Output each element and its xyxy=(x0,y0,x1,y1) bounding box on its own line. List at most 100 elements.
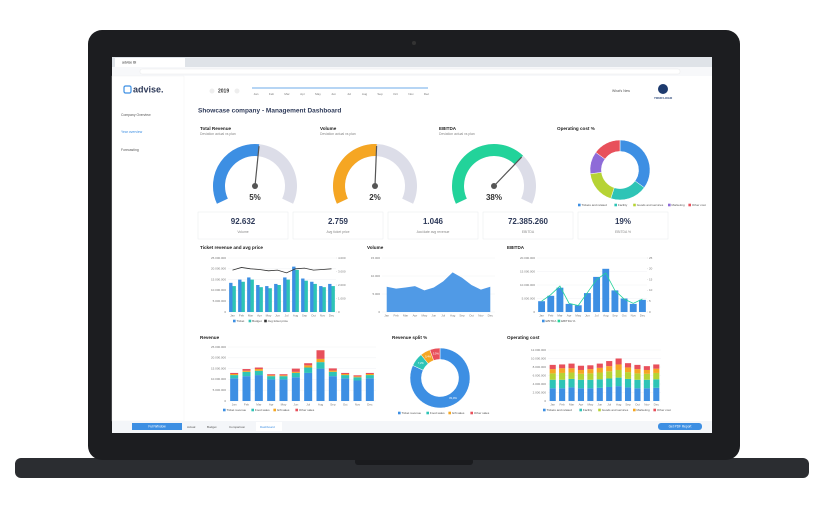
chart-title: EBITDA xyxy=(439,126,457,131)
bar-segment xyxy=(242,376,251,401)
bar xyxy=(265,286,269,312)
bar xyxy=(259,287,263,312)
bar-segment xyxy=(267,376,276,380)
bar-segment xyxy=(353,376,362,378)
x-tick-label: Dec xyxy=(329,313,335,317)
bar-segment xyxy=(254,370,263,376)
bar-segment xyxy=(304,363,313,366)
bar xyxy=(620,298,628,312)
x-tick-label: Jun xyxy=(293,402,298,406)
x-tick-label: Mar xyxy=(403,313,408,317)
y-tick-label: 20.000.000 xyxy=(520,256,535,260)
bar xyxy=(565,303,573,312)
timeline-month[interactable]: Apr xyxy=(300,92,305,96)
bar-segment xyxy=(653,368,660,373)
legend-swatch xyxy=(579,408,582,412)
bar xyxy=(629,303,637,312)
bar-segment xyxy=(653,372,660,380)
nav-item[interactable]: Company Overview xyxy=(121,113,151,117)
bar-segment xyxy=(606,386,613,401)
chart-title: Revenue split % xyxy=(392,335,427,340)
bar-segment xyxy=(549,379,556,389)
bar-segment xyxy=(242,369,251,371)
x-tick-label: Oct xyxy=(622,313,627,317)
y-tick-label: 4.000.000 xyxy=(533,382,547,386)
legend-label: Tickets and related xyxy=(582,203,608,207)
donut-label: 5,4% xyxy=(425,355,432,359)
bar-segment xyxy=(624,387,632,401)
bar-segment xyxy=(316,350,325,359)
x-tick-label: Sep xyxy=(625,402,631,406)
bar-segment xyxy=(341,378,350,401)
next-year[interactable] xyxy=(234,88,240,94)
timeline-month[interactable]: Jul xyxy=(347,92,351,96)
bar-segment xyxy=(577,388,585,401)
bar-segment xyxy=(267,379,276,401)
x-tick-label: Dec xyxy=(640,313,646,317)
x-tick-label: Jul xyxy=(285,313,289,317)
legend-label: Gift sales xyxy=(277,408,290,412)
legend-swatch xyxy=(398,411,401,415)
y2-tick-label: 20 xyxy=(649,267,653,271)
nav-item[interactable]: Forecasting xyxy=(121,148,139,152)
timeline-month[interactable]: Nov xyxy=(408,92,414,96)
x-tick-label: Feb xyxy=(394,313,400,317)
timeline-month[interactable]: Jun xyxy=(331,92,336,96)
timeline-month[interactable]: Mar xyxy=(284,92,289,96)
y-tick-label: 10.000.000 xyxy=(211,377,226,381)
gauge-needle xyxy=(374,146,378,187)
tab-label[interactable]: Dashboard xyxy=(260,425,275,429)
timeline-month[interactable]: Jan xyxy=(254,92,259,96)
timeline-month[interactable]: Aug xyxy=(362,92,368,96)
timeline-month[interactable]: Oct xyxy=(393,92,398,96)
bar xyxy=(268,288,272,312)
bar xyxy=(256,285,260,312)
x-tick-label: Dec xyxy=(654,402,660,406)
y2-tick-label: 10 xyxy=(649,288,653,292)
whats-new[interactable]: What's New xyxy=(612,89,631,93)
legend-label: Other sales xyxy=(299,408,315,412)
bar-segment xyxy=(549,373,556,380)
timeline-month[interactable]: Sep xyxy=(377,92,383,96)
bar-segment xyxy=(549,364,556,370)
timeline-month[interactable]: Dec xyxy=(424,92,430,96)
legend-label: Ticket revenue xyxy=(402,411,422,415)
chart-title: Operating cost xyxy=(507,335,540,340)
tab-label[interactable]: Budget xyxy=(207,425,217,429)
legend-swatch xyxy=(653,408,656,412)
legend-swatch xyxy=(614,203,617,207)
your-logo-icon xyxy=(658,84,668,94)
tab-label[interactable]: Comparison xyxy=(229,425,246,429)
pdf-button[interactable] xyxy=(658,423,702,430)
x-tick-label: Oct xyxy=(469,313,474,317)
bar-segment xyxy=(316,358,325,363)
x-tick-label: Feb xyxy=(548,313,554,317)
legend-swatch xyxy=(251,408,254,412)
legend-swatch xyxy=(633,408,636,412)
x-tick-label: Jan xyxy=(550,402,555,406)
timeline-month[interactable]: Feb xyxy=(269,92,275,96)
tab-bar xyxy=(112,57,712,67)
y-tick-label: 0 xyxy=(544,399,546,403)
full-window-button[interactable] xyxy=(132,423,182,430)
page-title: Showcase company - Management Dashboard xyxy=(198,108,341,115)
year[interactable]: 2019 xyxy=(218,88,229,94)
legend-swatch xyxy=(233,319,236,323)
prev-year[interactable] xyxy=(209,88,215,94)
y2-tick-label: 0 xyxy=(338,310,340,314)
kpi-card xyxy=(577,211,669,240)
bar xyxy=(292,266,296,312)
nav-item[interactable]: Year overview xyxy=(121,130,143,134)
legend-swatch xyxy=(542,319,545,323)
x-tick-label: Sep xyxy=(612,313,618,317)
bar-segment xyxy=(341,374,350,376)
tab-label[interactable]: Actual xyxy=(187,425,196,429)
bar-segment xyxy=(559,364,566,369)
series-line xyxy=(541,272,643,306)
timeline-month[interactable]: May xyxy=(315,92,321,96)
bar-segment xyxy=(643,373,650,380)
url-field[interactable] xyxy=(139,68,681,75)
legend-swatch xyxy=(248,319,252,323)
chart-title: Total Revenue xyxy=(200,126,232,131)
bar-segment xyxy=(624,367,632,373)
